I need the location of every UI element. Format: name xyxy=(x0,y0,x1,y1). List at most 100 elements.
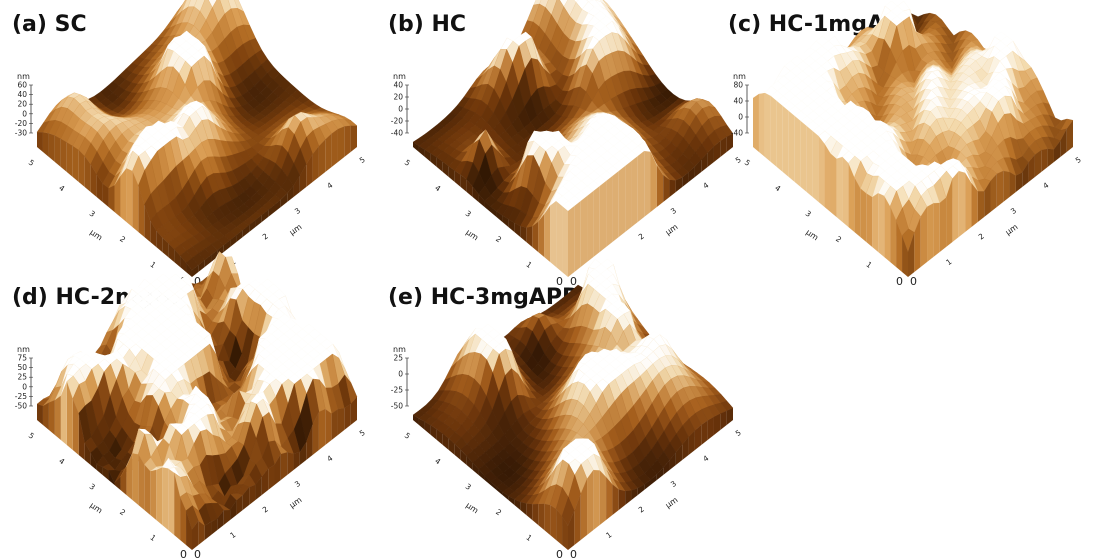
z-tick-label: -30 xyxy=(15,129,27,138)
right-axis-unit-label: µm xyxy=(1004,222,1020,237)
z-tick-label: 75 xyxy=(17,354,27,363)
left-axis-tick-label: 3 xyxy=(88,482,97,492)
surface-skirt xyxy=(753,92,1073,277)
z-tick-label: 20 xyxy=(393,93,403,102)
z-tick-label: 0 xyxy=(22,382,27,391)
z-tick-label: 20 xyxy=(17,100,27,109)
right-axis-tick-label: 2 xyxy=(637,231,646,241)
right-axis-tick-label: 3 xyxy=(293,479,302,489)
right-axis-tick-label: 3 xyxy=(1009,206,1018,216)
surface-mesh xyxy=(36,0,358,271)
right-axis-tick-label: 2 xyxy=(977,231,986,241)
z-tick-label: -50 xyxy=(15,402,27,411)
z-tick-label: -20 xyxy=(391,117,403,126)
left-axis-tick-label: 3 xyxy=(804,209,813,219)
right-axis-tick-label: 4 xyxy=(1041,180,1050,190)
z-tick-label: 25 xyxy=(17,373,27,382)
right-axis-tick-label: 3 xyxy=(293,206,302,216)
afm-panel-c: (c) HC-1mgAPDO nm 80 40 0 -40 1 2 3 4 5 1 2 3 4 5 µm µm 0… xyxy=(728,0,1097,288)
left-axis-tick-label: 1 xyxy=(524,533,533,543)
z-tick-label: 40 xyxy=(393,81,403,90)
left-axis-unit-label: µm xyxy=(464,228,480,243)
left-axis-tick-label: 2 xyxy=(494,234,503,244)
origin-label-right: 0 xyxy=(910,275,917,288)
right-axis-tick-label: 2 xyxy=(637,504,646,514)
left-axis-tick-label: 3 xyxy=(464,482,473,492)
left-axis-unit-label: µm xyxy=(88,228,104,243)
z-tick-label: 50 xyxy=(17,363,27,372)
z-tick-label: -50 xyxy=(391,402,403,411)
left-axis-tick-label: 4 xyxy=(433,183,442,193)
left-axis-tick-label: 1 xyxy=(864,260,873,270)
left-axis-tick-label: 2 xyxy=(494,507,503,517)
right-axis-tick-label: 4 xyxy=(701,453,710,463)
z-tick-label: -20 xyxy=(15,119,27,128)
z-tick-label: -25 xyxy=(391,386,403,395)
z-tick-label: 0 xyxy=(398,370,403,379)
left-axis-tick-label: 5 xyxy=(403,158,412,168)
right-axis-tick-label: 5 xyxy=(734,428,743,438)
panel-title: (a) SC xyxy=(12,12,87,37)
left-axis-tick-label: 4 xyxy=(57,456,66,466)
right-axis-tick-label: 4 xyxy=(701,180,710,190)
right-axis-tick-label: 3 xyxy=(669,479,678,489)
left-axis-tick-label: 3 xyxy=(464,209,473,219)
z-tick-label: -25 xyxy=(15,392,27,401)
z-tick-label: -40 xyxy=(391,129,403,138)
right-axis-tick-label: 3 xyxy=(669,206,678,216)
z-tick-label: 40 xyxy=(17,90,27,99)
left-axis-tick-label: 4 xyxy=(433,456,442,466)
left-axis-tick-label: 5 xyxy=(27,158,36,168)
origin-label-left: 0 xyxy=(896,275,903,288)
right-axis-tick-label: 4 xyxy=(325,453,334,463)
left-axis-tick-label: 1 xyxy=(148,260,157,270)
z-tick-label: 40 xyxy=(733,97,743,106)
right-axis-tick-label: 2 xyxy=(261,504,270,514)
left-axis-tick-label: 4 xyxy=(57,183,66,193)
left-axis-tick-label: 2 xyxy=(118,234,127,244)
surface-mesh xyxy=(752,0,1074,253)
right-axis-tick-label: 2 xyxy=(261,231,270,241)
right-axis-tick-label: 5 xyxy=(734,155,743,165)
right-axis-tick-label: 1 xyxy=(228,530,237,540)
right-axis-tick-label: 5 xyxy=(358,155,367,165)
left-axis-unit-label: µm xyxy=(88,501,104,516)
z-tick-label: 0 xyxy=(398,105,403,114)
right-axis-tick-label: 5 xyxy=(358,428,367,438)
left-axis-tick-label: 2 xyxy=(118,507,127,517)
z-tick-label: 25 xyxy=(393,354,403,363)
z-unit-label: nm xyxy=(393,72,406,81)
surface-skirt xyxy=(37,125,357,277)
z-tick-label: 0 xyxy=(22,109,27,118)
surface-skirt xyxy=(37,381,357,550)
left-axis-tick-label: 4 xyxy=(773,183,782,193)
surface-skirt xyxy=(413,133,733,277)
z-tick-label: 80 xyxy=(733,81,743,90)
left-axis-tick-label: 2 xyxy=(834,234,843,244)
right-axis-unit-label: µm xyxy=(664,222,680,237)
surface-mesh xyxy=(412,256,734,527)
left-axis-tick-label: 5 xyxy=(27,431,36,441)
right-axis-unit-label: µm xyxy=(664,495,680,510)
origin-label-left: 0 xyxy=(556,275,563,288)
z-tick-label: -40 xyxy=(731,129,743,138)
surface-mesh xyxy=(36,251,358,530)
left-axis-tick-label: 3 xyxy=(88,209,97,219)
origin-label-right: 0 xyxy=(194,275,201,288)
left-axis-tick-label: 5 xyxy=(403,431,412,441)
z-tick-label: 0 xyxy=(738,113,743,122)
right-axis-tick-label: 4 xyxy=(325,180,334,190)
z-unit-label: nm xyxy=(17,345,30,354)
z-unit-label: nm xyxy=(733,72,746,81)
z-tick-label: 60 xyxy=(17,81,27,90)
right-axis-tick-label: 1 xyxy=(944,257,953,267)
z-unit-label: nm xyxy=(393,345,406,354)
right-axis-unit-label: µm xyxy=(288,222,304,237)
right-axis-tick-label: 5 xyxy=(1074,155,1083,165)
